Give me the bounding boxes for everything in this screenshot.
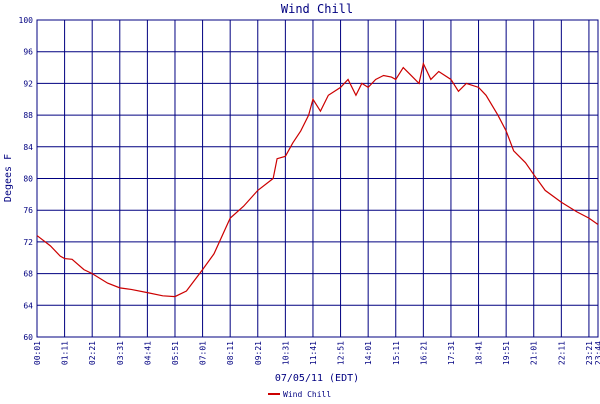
x-tick-label: 17:31 — [447, 341, 456, 365]
x-tick-label: 22:11 — [557, 341, 566, 365]
x-tick-label: 04:41 — [143, 341, 152, 365]
data-line — [36, 61, 599, 298]
x-tick-label: 07:01 — [199, 341, 208, 365]
y-tick-label: 64 — [23, 301, 33, 310]
x-tick-label: 03:31 — [116, 341, 125, 365]
legend-label: Wind Chill — [283, 390, 331, 399]
x-tick-label: 23:44 — [594, 341, 600, 365]
x-axis-label: 07/05/11 (EDT) — [275, 373, 359, 384]
x-tick-label: 01:11 — [61, 341, 70, 365]
x-tick-label: 19:51 — [502, 341, 511, 365]
y-tick-label: 68 — [23, 270, 33, 279]
x-tick-label: 15:11 — [392, 341, 401, 365]
x-tick-label: 02:21 — [88, 341, 97, 365]
x-tick-label: 12:51 — [337, 341, 346, 365]
x-tick-label: 18:41 — [475, 341, 484, 365]
x-tick-label: 10:31 — [281, 341, 290, 365]
x-tick-label: 23:21 — [585, 341, 594, 365]
y-tick-label: 84 — [23, 143, 33, 152]
y-axis-label: Degees F — [3, 154, 14, 202]
x-tick-label: 08:11 — [226, 341, 235, 365]
y-tick-label: 76 — [23, 206, 33, 215]
y-tick-label: 72 — [23, 238, 33, 247]
x-tick-label: 16:21 — [419, 341, 428, 365]
y-tick-label: 92 — [23, 79, 33, 88]
x-tick-label: 14:01 — [364, 341, 373, 365]
y-tick-label: 100 — [19, 16, 34, 25]
y-tick-label: 60 — [23, 333, 33, 342]
x-tick-label: 00:01 — [33, 341, 42, 365]
x-tick-label: 09:21 — [254, 341, 263, 365]
chart-title: Wind Chill — [281, 2, 353, 16]
y-tick-label: 88 — [23, 111, 33, 120]
plot-border — [36, 19, 599, 338]
x-tick-label: 21:01 — [530, 341, 539, 365]
x-tick-label: 05:51 — [171, 341, 180, 365]
y-tick-label: 96 — [23, 48, 33, 57]
x-tick-label: 11:41 — [309, 341, 318, 365]
y-tick-label: 80 — [23, 175, 33, 184]
